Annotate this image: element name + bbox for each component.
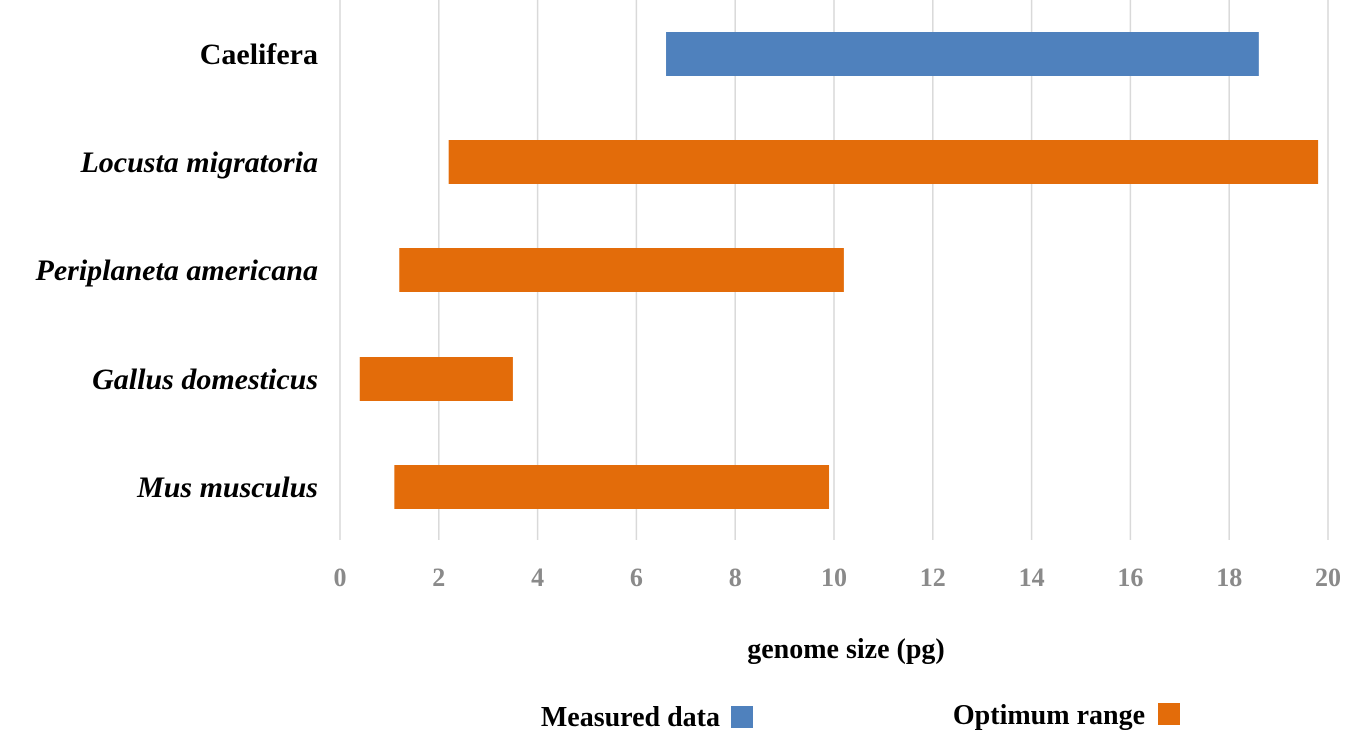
legend-label-measured: Measured data: [541, 702, 720, 732]
x-tick-label-14: 14: [1019, 563, 1045, 592]
x-tick-label-8: 8: [729, 563, 742, 592]
x-tick-label-12: 12: [920, 563, 946, 592]
bar-locusta-migratoria: [448, 140, 1319, 184]
x-tick-label-10: 10: [821, 563, 847, 592]
category-label-locusta-migratoria: Locusta migratoria: [79, 146, 318, 179]
bar-mus-musculus: [394, 465, 830, 509]
category-label-mus-musculus: Mus musculus: [136, 471, 318, 504]
legend-swatch-measured: [731, 706, 753, 728]
legend-swatch-optimum: [1158, 703, 1180, 725]
bar-gallus-domesticus: [359, 357, 513, 401]
x-tick-labels: 0 2 4 6 8 10 12 14 16 18 20: [334, 563, 1342, 592]
legend-label-optimum: Optimum range: [953, 700, 1145, 731]
category-labels: Caelifera Locusta migratoria Periplaneta a…: [35, 38, 318, 504]
x-tick-label-16: 16: [1117, 563, 1143, 592]
bar-caelifera: [666, 32, 1259, 76]
category-label-gallus-domesticus: Gallus domesticus: [92, 363, 318, 396]
x-tick-label-4: 4: [531, 563, 544, 592]
x-tick-label-0: 0: [334, 563, 347, 592]
legend: Measured data Optimum range: [541, 700, 1180, 732]
x-tick-label-20: 20: [1315, 563, 1341, 592]
bars: [359, 32, 1319, 509]
category-label-caelifera: Caelifera: [200, 38, 318, 71]
x-tick-label-18: 18: [1216, 563, 1242, 592]
x-axis-title: genome size (pg): [747, 634, 945, 665]
x-tick-label-6: 6: [630, 563, 643, 592]
x-tick-label-2: 2: [432, 563, 445, 592]
bar-periplaneta-americana: [399, 248, 844, 292]
category-label-periplaneta-americana: Periplaneta americana: [35, 254, 318, 287]
